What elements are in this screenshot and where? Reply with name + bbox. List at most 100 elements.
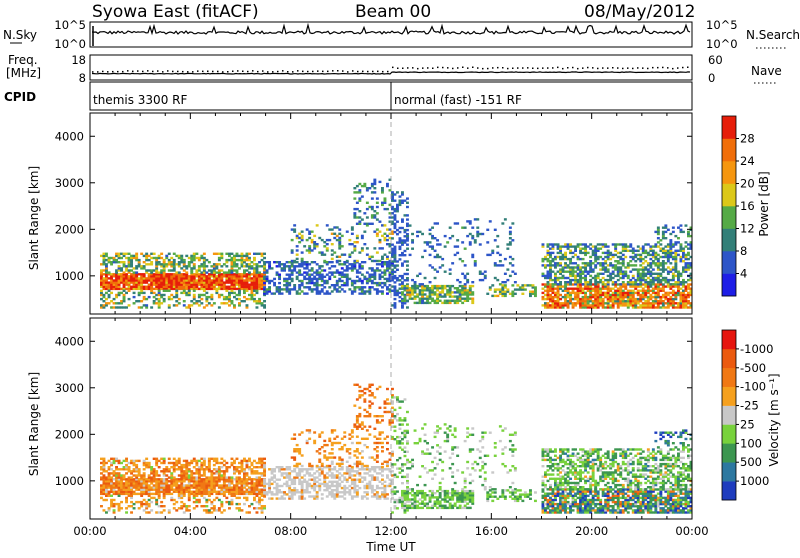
range-gate-cell	[125, 464, 128, 466]
range-gate-cell	[599, 279, 602, 281]
range-gate-cell	[669, 248, 672, 250]
range-gate-cell	[168, 509, 171, 511]
range-gate-cell	[143, 255, 146, 257]
range-gate-cell	[333, 276, 336, 278]
range-gate-cell	[248, 257, 251, 259]
range-gate-cell	[173, 468, 176, 470]
range-gate-cell	[120, 491, 123, 493]
range-gate-cell	[215, 460, 218, 462]
range-gate-cell	[544, 258, 547, 260]
range-gate-cell	[449, 273, 452, 275]
range-gate-cell	[584, 281, 587, 283]
nave-dot	[247, 71, 249, 73]
range-gate-cell	[572, 245, 575, 247]
range-gate-cell	[464, 289, 467, 291]
range-gate-cell	[160, 501, 163, 503]
range-gate-cell	[554, 294, 557, 296]
range-gate-cell	[135, 281, 138, 283]
range-gate-cell	[155, 486, 158, 488]
nave-dot	[347, 71, 349, 73]
range-gate-cell	[567, 292, 570, 294]
range-gate-cell	[118, 265, 121, 267]
range-gate-cell	[687, 288, 690, 290]
range-gate-cell	[409, 224, 412, 226]
range-gate-cell	[108, 509, 111, 511]
range-gate-cell	[103, 273, 106, 275]
range-gate-cell	[391, 200, 394, 202]
nave-dot	[132, 71, 134, 73]
range-gate-cell	[183, 503, 186, 505]
range-gate-cell	[241, 257, 244, 259]
range-gate-cell	[140, 486, 143, 488]
range-gate-cell	[426, 285, 429, 287]
range-gate-cell	[637, 294, 640, 296]
range-gate-cell	[238, 273, 241, 275]
range-gate-cell	[183, 486, 186, 488]
range-gate-cell	[632, 283, 635, 285]
range-gate-cell	[371, 286, 374, 288]
range-gate-cell	[557, 290, 560, 292]
range-gate-cell	[145, 486, 148, 488]
range-gate-cell	[256, 277, 259, 279]
range-gate-cell	[627, 277, 630, 279]
range-gate-cell	[153, 300, 156, 302]
range-gate-cell	[597, 306, 600, 308]
range-gate-cell	[158, 304, 161, 306]
range-gate-cell	[153, 273, 156, 275]
range-gate-cell	[401, 254, 404, 256]
range-gate-cell	[123, 466, 126, 468]
range-gate-cell	[577, 273, 580, 275]
nave-dot	[297, 70, 299, 72]
range-gate-cell	[614, 292, 617, 294]
range-gate-cell	[431, 300, 434, 302]
range-gate-cell	[150, 263, 153, 265]
range-gate-cell	[130, 505, 133, 507]
range-gate-cell	[509, 262, 512, 264]
range-gate-cell	[599, 273, 602, 275]
range-gate-cell	[680, 275, 683, 277]
range-gate-cell	[574, 275, 577, 277]
range-gate-cell	[431, 245, 434, 247]
range-gate-cell	[652, 256, 655, 258]
range-gate-cell	[178, 277, 181, 279]
range-gate-cell	[276, 265, 279, 267]
range-gate-cell	[133, 257, 136, 259]
range-gate-cell	[654, 231, 657, 233]
range-gate-cell	[534, 286, 537, 288]
range-gate-cell	[143, 273, 146, 275]
range-gate-cell	[128, 466, 131, 468]
range-gate-cell	[346, 278, 349, 280]
range-gate-cell	[303, 245, 306, 247]
range-gate-cell	[213, 263, 216, 265]
range-gate-cell	[113, 478, 116, 480]
range-gate-cell	[253, 470, 256, 472]
range-gate-cell	[376, 288, 379, 290]
range-gate-cell	[128, 253, 131, 255]
range-gate-cell	[429, 289, 432, 291]
range-gate-cell	[557, 302, 560, 304]
range-gate-cell	[396, 210, 399, 212]
range-gate-cell	[652, 260, 655, 262]
range-gate-cell	[113, 482, 116, 484]
range-gate-cell	[356, 235, 359, 237]
range-gate-cell	[130, 279, 133, 281]
range-gate-cell	[399, 296, 402, 298]
range-gate-cell	[188, 486, 191, 488]
range-gate-cell	[210, 265, 213, 267]
range-gate-cell	[253, 298, 256, 300]
range-gate-cell	[632, 252, 635, 254]
range-gate-cell	[682, 266, 685, 268]
range-gate-cell	[185, 509, 188, 511]
range-gate-cell	[225, 484, 228, 486]
range-gate-cell	[281, 485, 284, 487]
range-gate-cell	[399, 283, 402, 285]
range-gate-cell	[125, 306, 128, 308]
nave-dot	[222, 71, 224, 73]
range-gate-cell	[188, 474, 191, 476]
range-gate-cell	[261, 472, 264, 474]
range-gate-cell	[246, 466, 249, 468]
range-gate-cell	[140, 491, 143, 493]
range-gate-cell	[238, 491, 241, 493]
range-gate-cell	[173, 458, 176, 460]
range-gate-cell	[198, 257, 201, 259]
